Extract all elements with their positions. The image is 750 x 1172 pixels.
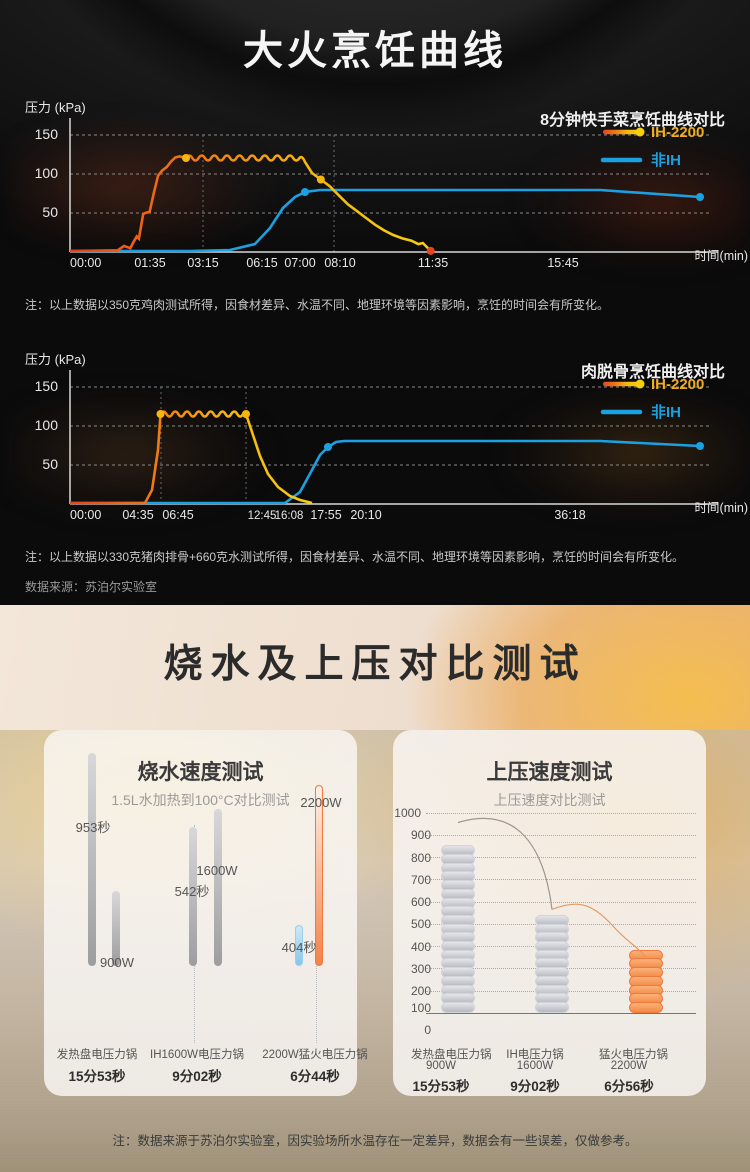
svg-text:IH-2200: IH-2200 bbox=[651, 376, 704, 393]
svg-text:时间(min): 时间(min) bbox=[695, 501, 748, 515]
svg-text:01:35: 01:35 bbox=[134, 256, 165, 270]
svg-text:20:10: 20:10 bbox=[350, 508, 381, 522]
svg-text:非IH: 非IH bbox=[651, 151, 681, 169]
svg-text:IH-2200: IH-2200 bbox=[651, 124, 704, 141]
svg-text:06:15: 06:15 bbox=[246, 256, 277, 270]
svg-text:00:00: 00:00 bbox=[70, 508, 101, 522]
svg-text:15:45: 15:45 bbox=[547, 256, 578, 270]
svg-text:100: 100 bbox=[35, 417, 59, 433]
svg-text:16:08: 16:08 bbox=[275, 510, 304, 522]
svg-text:150: 150 bbox=[35, 378, 59, 394]
svg-text:06:45: 06:45 bbox=[162, 508, 193, 522]
svg-text:00:00: 00:00 bbox=[70, 256, 101, 270]
svg-text:11:35: 11:35 bbox=[418, 256, 448, 270]
svg-text:150: 150 bbox=[35, 126, 59, 142]
svg-text:08:10: 08:10 bbox=[324, 256, 355, 270]
svg-text:07:00: 07:00 bbox=[284, 256, 315, 270]
svg-text:17:55: 17:55 bbox=[310, 508, 341, 522]
svg-text:04:35: 04:35 bbox=[122, 508, 153, 522]
svg-text:100: 100 bbox=[35, 165, 59, 181]
svg-text:非IH: 非IH bbox=[651, 403, 681, 421]
svg-text:时间(min): 时间(min) bbox=[695, 249, 748, 263]
svg-text:50: 50 bbox=[42, 456, 58, 472]
svg-text:50: 50 bbox=[42, 204, 58, 220]
svg-text:36:18: 36:18 bbox=[554, 508, 585, 522]
svg-text:03:15: 03:15 bbox=[187, 256, 218, 270]
svg-text:12:45: 12:45 bbox=[248, 510, 277, 522]
